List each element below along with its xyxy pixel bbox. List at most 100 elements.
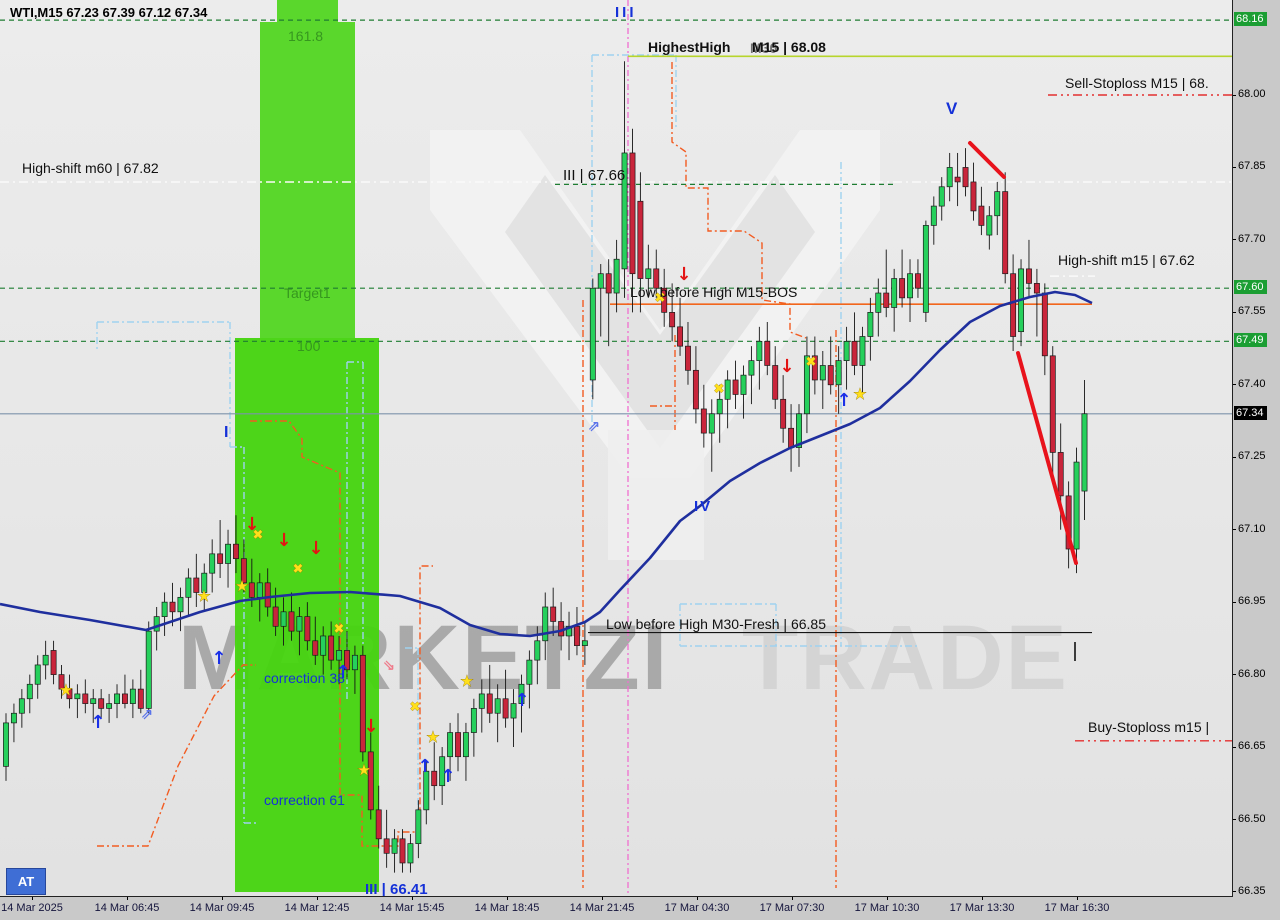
time-tick (317, 897, 318, 900)
candle-body (439, 756, 446, 787)
price-label: 67.40 (1238, 377, 1266, 390)
time-tick (602, 897, 603, 900)
candle-body (288, 611, 295, 632)
candle-body (692, 369, 699, 410)
candle-body (137, 688, 144, 709)
candle-body (764, 340, 771, 366)
candle-body (502, 698, 509, 719)
candle-body (34, 664, 41, 685)
fib-band-rect (277, 0, 338, 22)
star-signal-icon: ★ (357, 761, 370, 779)
candle-body (248, 582, 255, 598)
chart-canvas[interactable]: MARKETZI TRADE ↓ ↓ ↓ ↓ ↓ ↓ ↑ ↑ ↑ ↑ ↑ ↑ ↑ ★ ★ ★ ★ ★ ★ ★ ✖ ✖ ✖ ✖ ✖… (0, 0, 1233, 897)
sell-arrow-icon: ↓ (363, 716, 378, 737)
candle-body (970, 181, 977, 212)
time-tick (1077, 897, 1078, 900)
cross-signal-icon: ✖ (714, 382, 725, 397)
candle-body (10, 712, 17, 724)
candle-body (756, 340, 763, 361)
cross-signal-icon: ✖ (410, 700, 421, 715)
candle-body (256, 582, 263, 598)
candle-body (835, 360, 842, 386)
candle-body (685, 345, 691, 371)
label-high-shift-m15: High-shift m15 | 67.62 (1058, 252, 1195, 268)
candle-body (114, 693, 120, 704)
star-signal-icon: ★ (853, 385, 866, 403)
candle-body (423, 770, 430, 811)
time-tick (697, 897, 698, 900)
candle-body (304, 616, 311, 642)
candle-body (462, 732, 469, 758)
price-plot: ↓↓ ↓↓↓↓↑↑↑↑ ↑↑↑★★★★★★★✖✖✖✖✖✖✖⇗⇗⇘ (0, 0, 1232, 896)
candle-body (161, 601, 168, 617)
candle-body (193, 577, 200, 593)
candle-body (780, 398, 787, 429)
blue-channel-lines (96, 54, 920, 830)
logo-watermark (430, 130, 880, 560)
price-tick (1233, 456, 1236, 458)
candle-body (217, 553, 224, 564)
time-label: 14 Mar 12:45 (284, 902, 350, 914)
candle-body (867, 312, 874, 337)
candle-body (82, 693, 89, 704)
time-label: 14 Mar 06:45 (94, 902, 160, 914)
price-tick (1233, 166, 1236, 168)
candle-body (145, 630, 152, 709)
candle-body (708, 413, 715, 434)
sell-arrow-icon: ↓ (676, 264, 691, 285)
candle-body (930, 205, 937, 226)
target-price-badge: 67.60 (1234, 280, 1267, 295)
label-low-66-41: III | 66.41 (365, 881, 428, 897)
time-tick (32, 897, 33, 900)
candle-body (1010, 273, 1017, 337)
candle-body (367, 751, 374, 811)
price-label: 67.85 (1238, 160, 1266, 173)
cross-signal-icon: ✖ (655, 291, 666, 306)
candle-body (819, 365, 826, 381)
label-correction-38: correction 38 (264, 670, 345, 686)
candles-layer (3, 61, 1088, 873)
candle-body (661, 287, 668, 313)
candle-body (589, 287, 596, 381)
label-highest-high-ghost: M30 (750, 40, 778, 56)
time-label: 17 Mar 04:30 (664, 902, 730, 914)
label-buy-stoploss: Buy-Stoploss m15 | (1088, 719, 1210, 735)
candle-body (788, 427, 795, 448)
candle-body (581, 640, 588, 646)
level-lines (0, 19, 1232, 742)
sell-arrow-icon: ↓ (244, 514, 259, 535)
candle-body (946, 167, 953, 188)
fib-target-band (235, 0, 379, 892)
candle-body (407, 843, 414, 864)
candle-body (700, 408, 707, 434)
auto-trade-button[interactable]: AT (6, 868, 46, 895)
candle-body (574, 625, 580, 646)
candle-body (1081, 413, 1088, 492)
candle-body (605, 273, 612, 294)
candle-body (383, 838, 390, 854)
candle-body (177, 596, 184, 613)
price-tick (1233, 311, 1236, 313)
candle-body (375, 809, 382, 840)
candle-body (653, 268, 660, 289)
time-label: 17 Mar 10:30 (854, 902, 920, 914)
candle-body (312, 640, 319, 656)
wave-marker-iv: IV (694, 498, 713, 515)
candle-body (534, 640, 541, 661)
outline-down-arrow-icon: ⇘ (383, 656, 396, 674)
time-tick (507, 897, 508, 900)
price-axis[interactable]: 68.00 67.85 67.70 67.55 67.40 67.25 67.10 66.95… (1233, 0, 1280, 897)
time-tick (982, 897, 983, 900)
price-label: 67.10 (1238, 522, 1266, 535)
trendline-red (968, 141, 1006, 179)
candle-body (851, 340, 858, 366)
label-correction-61: correction 61 (264, 792, 345, 808)
candle-body (431, 770, 438, 787)
price-tick (1233, 746, 1236, 748)
candle-body (566, 625, 572, 637)
candle-body (843, 340, 850, 361)
time-tick (412, 897, 413, 900)
candle-body (621, 152, 628, 270)
sell-arrow-icon: ↓ (779, 356, 794, 377)
time-axis[interactable]: 14 Mar 2025 14 Mar 06:45 14 Mar 09:45 14 Ma… (0, 897, 1280, 920)
